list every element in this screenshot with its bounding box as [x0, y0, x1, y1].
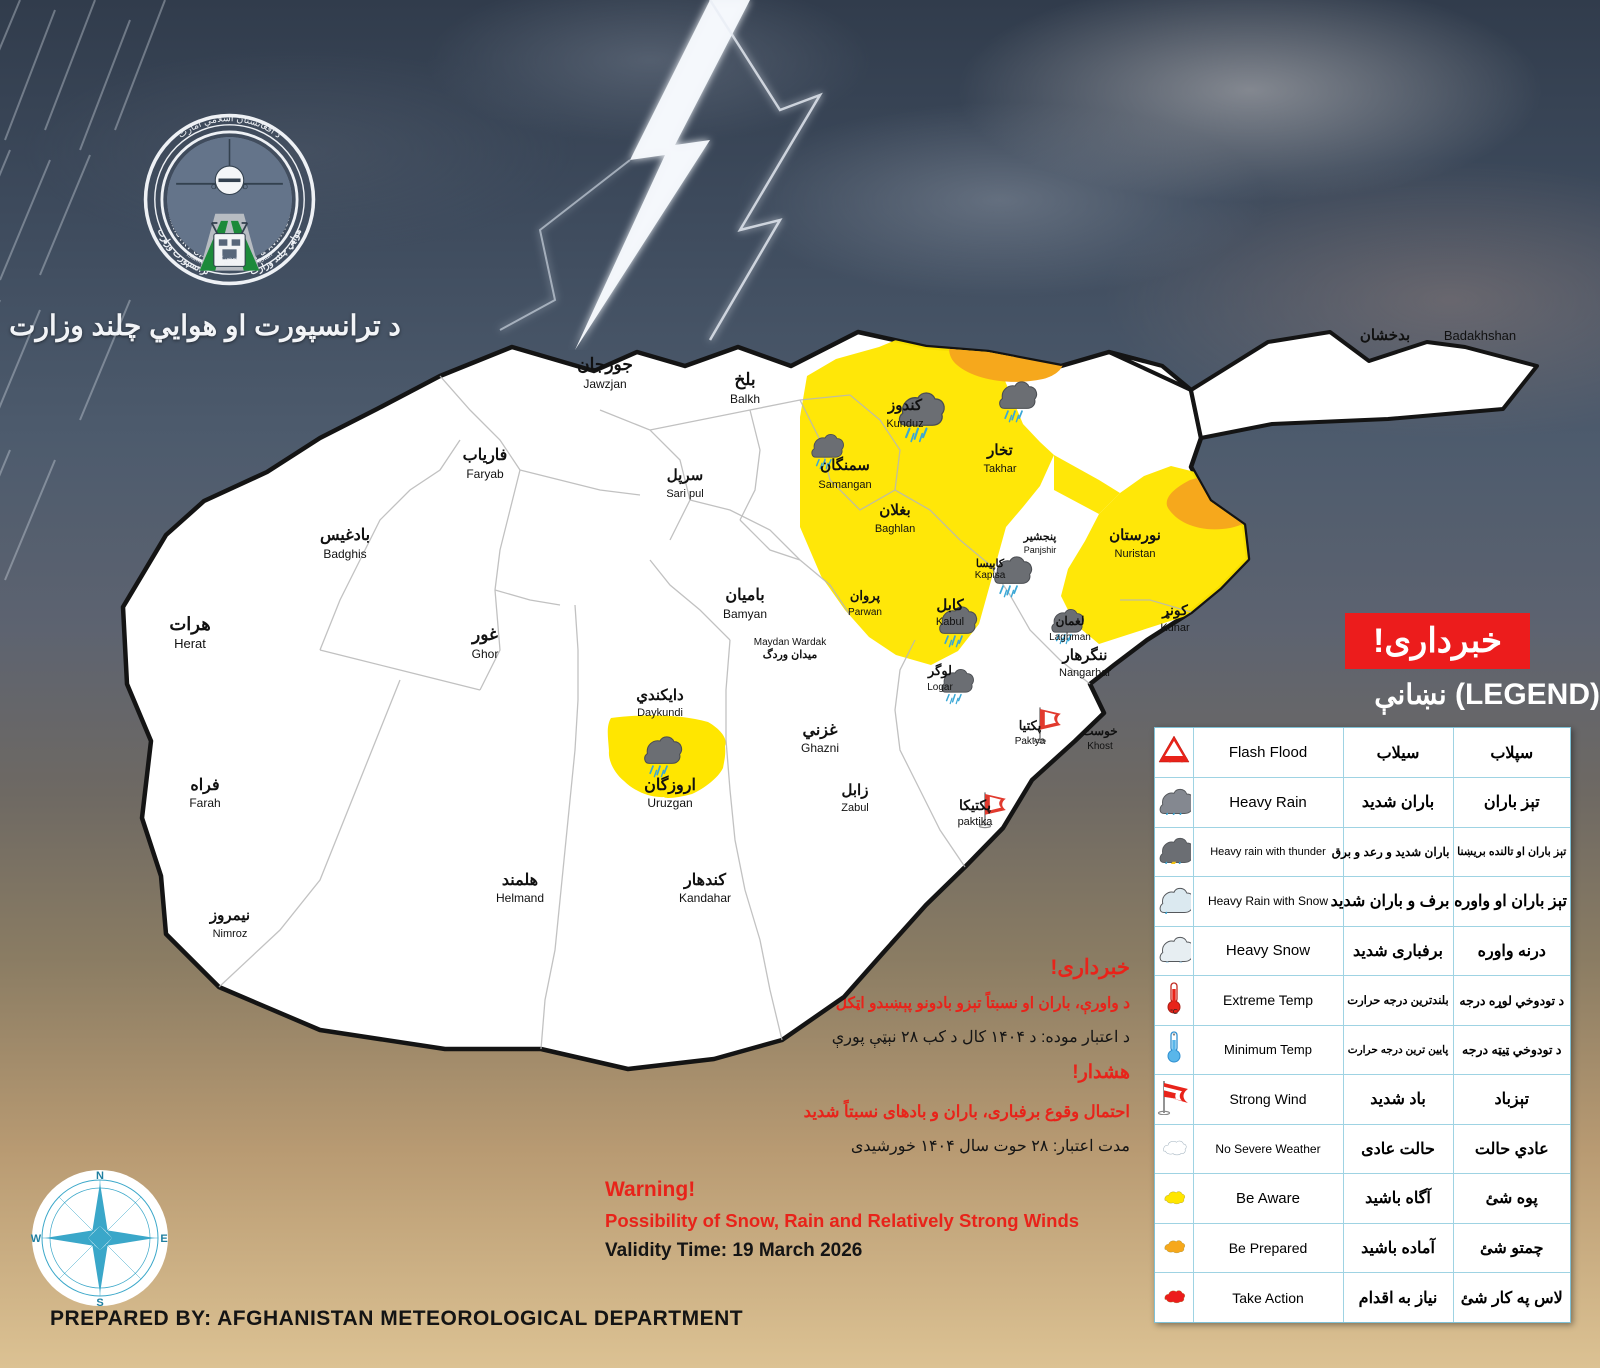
svg-text:Nuristan: Nuristan — [1115, 548, 1156, 560]
svg-text:بادغیس: بادغیس — [320, 527, 370, 545]
svg-text:بغلان: بغلان — [879, 502, 910, 519]
svg-text:Helmand: Helmand — [496, 891, 544, 905]
svg-text:Baghlan: Baghlan — [875, 523, 915, 535]
svg-text:Herat: Herat — [174, 636, 206, 651]
svg-text:Farah: Farah — [189, 796, 220, 810]
svg-text:Uruzgan: Uruzgan — [647, 796, 692, 810]
svg-text:غور: غور — [470, 625, 498, 645]
svg-text:Jawzjan: Jawzjan — [583, 377, 626, 391]
svg-text:Khost: Khost — [1087, 741, 1113, 752]
svg-text:Badakhshan: Badakhshan — [1444, 328, 1516, 343]
svg-text:Badghis: Badghis — [323, 547, 366, 561]
svg-text:Zabul: Zabul — [841, 802, 869, 814]
svg-text:بدخشان: بدخشان — [1360, 327, 1410, 344]
svg-text:بامیان: بامیان — [725, 587, 764, 604]
svg-text:هلمند: هلمند — [502, 872, 538, 889]
svg-text:Kapisa: Kapisa — [975, 570, 1006, 581]
svg-text:Kunduz: Kunduz — [886, 418, 923, 430]
svg-text:Bamyan: Bamyan — [723, 607, 767, 621]
svg-text:paktika: paktika — [958, 816, 994, 828]
svg-text:خوست: خوست — [1082, 724, 1117, 739]
svg-text:کاپیسا: کاپیسا — [976, 558, 1005, 570]
svg-text:کندوز: کندوز — [887, 397, 923, 414]
svg-text:فارياب: فارياب — [463, 447, 508, 465]
svg-text:فراه: فراه — [190, 777, 219, 795]
svg-text:Paktya: Paktya — [1015, 736, 1046, 747]
svg-text:کونړ: کونړ — [1161, 602, 1188, 619]
svg-text:Balkh: Balkh — [730, 392, 760, 406]
svg-text:Nangarhar: Nangarhar — [1059, 667, 1111, 679]
svg-text:پروان: پروان — [850, 588, 881, 604]
svg-text:Ghor: Ghor — [472, 647, 499, 661]
svg-text:کندهار: کندهار — [683, 872, 726, 890]
svg-text:غزني: غزني — [803, 722, 839, 740]
svg-text:Logar: Logar — [927, 682, 953, 693]
svg-text:نورستان: نورستان — [1109, 527, 1161, 544]
svg-text:Samangan: Samangan — [818, 479, 871, 491]
svg-text:نیمروز: نیمروز — [209, 907, 250, 924]
svg-text:Nimroz: Nimroz — [213, 928, 248, 940]
svg-text:Maydan Wardak: Maydan Wardak — [754, 637, 827, 648]
svg-text:میدان وردگ: میدان وردگ — [763, 647, 818, 661]
svg-text:اروزگان: اروزگان — [644, 775, 696, 795]
svg-text:Daykundi: Daykundi — [637, 707, 683, 719]
svg-text:سرپل: سرپل — [667, 467, 703, 485]
svg-text:Kunar: Kunar — [1160, 622, 1190, 634]
svg-text:Kabul: Kabul — [936, 616, 964, 628]
svg-text:زابل: زابل — [842, 782, 869, 799]
svg-text:دایکندي: دایکندي — [636, 687, 684, 705]
svg-text:پکتیکا: پکتیکا — [959, 797, 991, 814]
svg-text:Laghman: Laghman — [1049, 632, 1091, 643]
svg-text:هرات: هرات — [169, 614, 210, 635]
svg-text:Takhar: Takhar — [983, 463, 1016, 475]
svg-text:لوگر: لوگر — [927, 662, 952, 679]
svg-text:Panjshir: Panjshir — [1024, 545, 1057, 555]
svg-text:Sari pul: Sari pul — [666, 488, 703, 500]
svg-text:کابل: کابل — [936, 597, 964, 614]
svg-text:پنجشیر: پنجشیر — [1023, 531, 1057, 543]
svg-text:Ghazni: Ghazni — [801, 741, 839, 755]
svg-text:جوزجان: جوزجان — [577, 355, 633, 375]
svg-text:بلخ: بلخ — [734, 370, 755, 390]
svg-text:تخار: تخار — [986, 442, 1013, 459]
svg-text:ننگرهار: ننگرهار — [1062, 646, 1108, 664]
svg-text:Kandahar: Kandahar — [679, 891, 731, 905]
svg-text:لغمان: لغمان — [1056, 614, 1085, 628]
svg-text:Parwan: Parwan — [848, 607, 882, 618]
svg-text:سمنگان: سمنگان — [820, 456, 870, 474]
svg-text:Faryab: Faryab — [466, 467, 504, 481]
svg-text:پکتیا: پکتیا — [1019, 718, 1042, 734]
